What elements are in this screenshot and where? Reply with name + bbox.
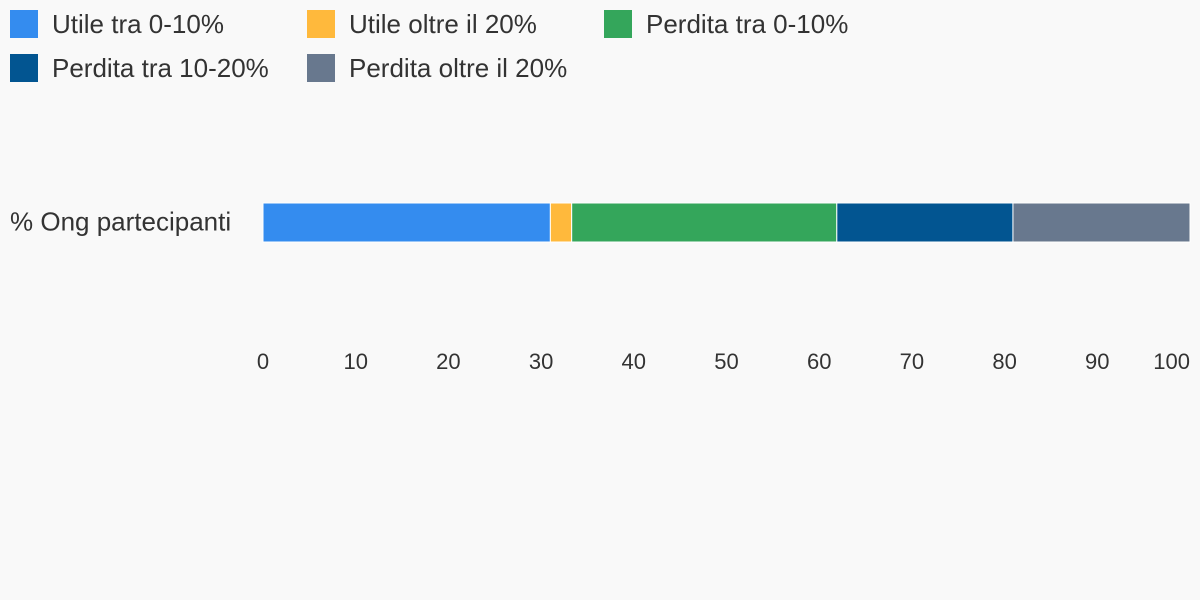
x-tick-label: 80 <box>992 349 1016 374</box>
x-tick-label: 60 <box>807 349 831 374</box>
x-tick-label: 20 <box>436 349 460 374</box>
legend-label: Perdita oltre il 20% <box>349 53 568 83</box>
bar-segment[interactable] <box>549 202 573 243</box>
x-tick-label: 40 <box>622 349 646 374</box>
bar-segment[interactable] <box>836 202 1014 243</box>
bar-segment[interactable] <box>571 202 838 243</box>
category-label: % Ong partecipanti <box>10 206 231 236</box>
legend-swatch <box>307 10 335 38</box>
legend-label: Perdita tra 0-10% <box>646 9 849 39</box>
legend-swatch <box>604 10 632 38</box>
legend-item[interactable]: Perdita tra 0-10% <box>604 10 848 38</box>
legend-swatch <box>10 10 38 38</box>
legend-item[interactable]: Utile tra 0-10% <box>10 10 224 38</box>
legend-label: Utile tra 0-10% <box>52 9 224 39</box>
bar-segment[interactable] <box>262 202 551 243</box>
x-tick-label: 100 <box>1153 349 1190 374</box>
bar-segment[interactable] <box>1012 202 1191 243</box>
legend-label: Perdita tra 10-20% <box>52 53 269 83</box>
legend-item[interactable]: Perdita oltre il 20% <box>307 54 567 82</box>
x-tick-label: 0 <box>257 349 269 374</box>
legend-item[interactable]: Perdita tra 10-20% <box>10 54 269 82</box>
x-tick-label: 10 <box>343 349 367 374</box>
legend-label: Utile oltre il 20% <box>349 9 537 39</box>
legend-swatch <box>10 54 38 82</box>
x-tick-label: 50 <box>714 349 738 374</box>
x-tick-label: 70 <box>900 349 924 374</box>
x-tick-label: 30 <box>529 349 553 374</box>
legend-item[interactable]: Utile oltre il 20% <box>307 10 537 38</box>
x-tick-label: 90 <box>1085 349 1109 374</box>
legend-swatch <box>307 54 335 82</box>
